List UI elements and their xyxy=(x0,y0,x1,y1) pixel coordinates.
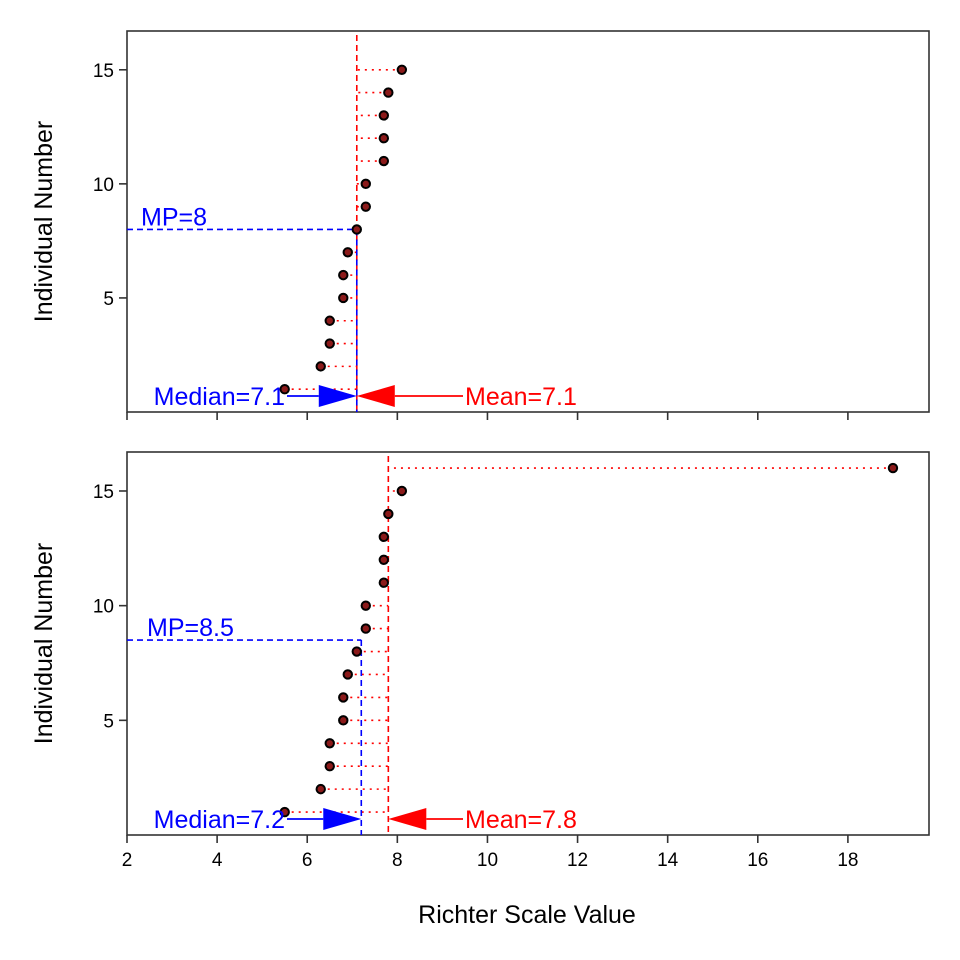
data-point xyxy=(383,508,394,520)
data-point xyxy=(338,269,349,281)
median-arrow-head xyxy=(323,808,362,830)
panel-bottom: 5 10 15 2 4 6 8 10 12 14 16 18 Individual Number Medi… xyxy=(30,451,930,871)
x-tick-label: 8 xyxy=(392,850,403,871)
data-point xyxy=(396,485,408,497)
data-point xyxy=(324,760,335,772)
data-point xyxy=(315,783,326,795)
mean-label: Mean=7.8 xyxy=(465,806,577,834)
x-tick-label: 16 xyxy=(747,850,768,871)
x-tick-label: 10 xyxy=(477,850,498,871)
data-point xyxy=(338,292,349,304)
median-label: Median=7.2 xyxy=(154,806,285,834)
mp-label: MP=8 xyxy=(141,203,207,231)
data-point xyxy=(360,600,371,611)
x-tick-label: 12 xyxy=(567,850,588,871)
data-point xyxy=(324,338,335,349)
data-point xyxy=(360,178,371,190)
x-tick-label: 4 xyxy=(212,850,223,871)
data-point xyxy=(383,87,394,98)
data-point xyxy=(378,577,390,588)
plot-frame xyxy=(126,30,930,413)
data-point xyxy=(338,715,349,726)
data-point xyxy=(342,247,353,258)
y-tick-label: 10 xyxy=(93,175,114,196)
data-point xyxy=(351,646,362,657)
data-point xyxy=(360,623,371,634)
x-tick-label: 6 xyxy=(302,850,313,871)
mean-label: Mean=7.1 xyxy=(465,383,577,411)
y-tick-label: 5 xyxy=(103,711,114,732)
median-arrow-head xyxy=(318,385,357,407)
data-point xyxy=(378,554,390,565)
y-axis-title: Individual Number xyxy=(30,543,58,745)
y-axis-title: Individual Number xyxy=(30,121,58,323)
data-point xyxy=(279,806,290,818)
data-point xyxy=(378,133,390,144)
data-point xyxy=(279,383,290,395)
x-tick-label: 18 xyxy=(837,850,858,871)
data-point xyxy=(378,155,390,167)
plot-frame xyxy=(126,451,930,836)
data-point xyxy=(378,531,390,543)
mean-arrow-head xyxy=(388,808,427,830)
y-tick-label: 5 xyxy=(103,289,114,310)
data-point xyxy=(887,462,899,474)
data-point xyxy=(324,738,335,749)
data-point xyxy=(315,361,326,372)
y-tick-label: 15 xyxy=(93,482,114,503)
x-tick-label: 14 xyxy=(657,850,679,871)
data-point xyxy=(360,201,371,212)
x-axis-title: Richter Scale Value xyxy=(418,901,636,929)
panel-top: 5 10 15 Individual Number Median=7.1 Mean=7.1… xyxy=(30,30,930,420)
median-label: Median=7.1 xyxy=(154,383,285,411)
mean-arrow-head xyxy=(356,385,395,407)
x-tick-label: 2 xyxy=(122,850,133,871)
y-tick-label: 10 xyxy=(93,597,114,618)
y-tick-label: 15 xyxy=(93,61,114,82)
data-point xyxy=(378,110,390,121)
data-point xyxy=(324,315,335,326)
data-point xyxy=(351,224,362,235)
data-point xyxy=(396,64,408,75)
data-point xyxy=(338,692,349,703)
data-point xyxy=(342,669,353,680)
mp-label: MP=8.5 xyxy=(147,614,234,642)
